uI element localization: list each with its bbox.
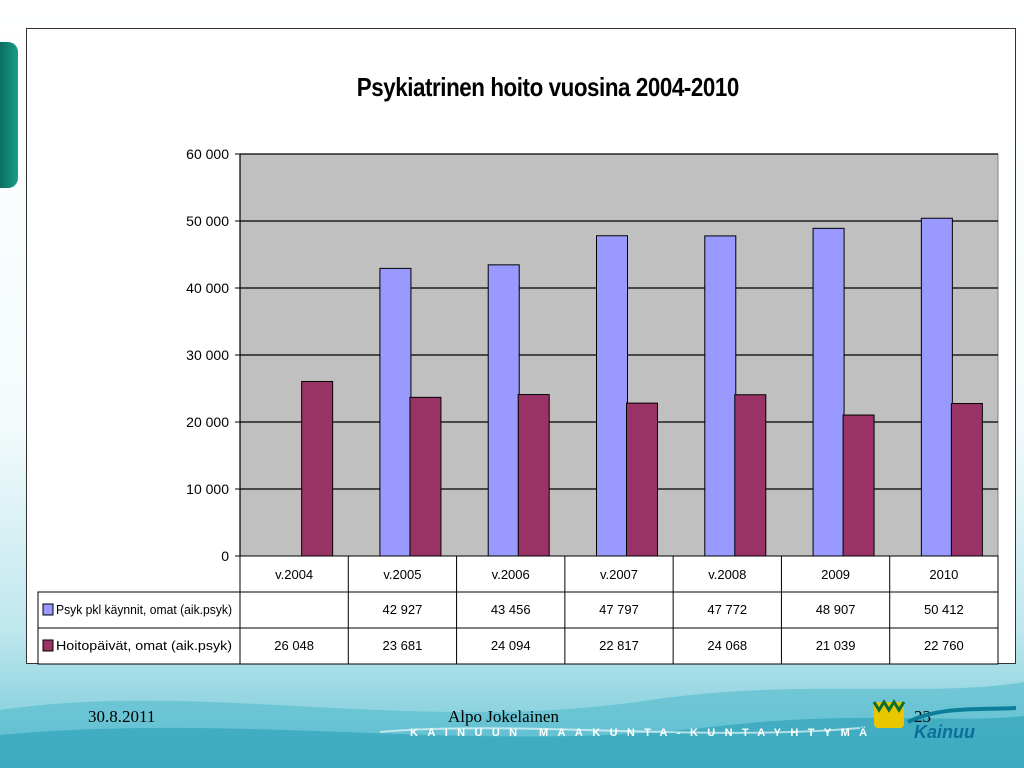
x-category-label: v.2006: [492, 567, 530, 582]
legend-label-series-2: Hoitopäivät, omat (aik.psyk): [56, 638, 232, 653]
data-table-value: 24 068: [707, 638, 747, 653]
kainuu-logo: Kainuu: [872, 699, 1017, 742]
bar-series-1: [920, 217, 953, 557]
bar-series-1: [379, 267, 412, 557]
bar-series-2: [734, 394, 767, 557]
logo-text: Kainuu: [914, 722, 975, 742]
bar-series-2: [842, 414, 875, 557]
footer-wave-decoration: [0, 682, 1024, 768]
brand-strip-text: KAINUUN MAAKUNTA-KUNTAYHTYMÄ: [410, 727, 877, 739]
y-tick-label: 50 000: [186, 213, 229, 229]
data-table-value: 47 797: [599, 602, 639, 617]
x-category-label: 2009: [821, 567, 850, 582]
x-category-label: v.2004: [275, 567, 313, 582]
bar-series-1: [704, 235, 737, 557]
data-table-value: 26 048: [274, 638, 314, 653]
data-table-value: 42 927: [383, 602, 423, 617]
data-table-value: 47 772: [707, 602, 747, 617]
x-category-label: v.2005: [383, 567, 421, 582]
bar-series-2: [517, 394, 550, 557]
data-table-value: 50 412: [924, 602, 964, 617]
y-tick-label: 60 000: [186, 146, 229, 162]
y-tick-label: 20 000: [186, 414, 229, 430]
y-tick-label: 40 000: [186, 280, 229, 296]
bar-series-2: [950, 403, 983, 557]
slide-date: 30.8.2011: [88, 707, 156, 726]
data-table-value: 48 907: [816, 602, 856, 617]
category-row: [239, 555, 999, 593]
bar-series-1: [596, 235, 628, 557]
data-table-value: 43 456: [491, 602, 531, 617]
x-category-label: v.2007: [600, 567, 638, 582]
slide-side-tab: [0, 42, 18, 188]
bar-series-1: [812, 227, 845, 557]
y-tick-label: 30 000: [186, 347, 229, 363]
x-category-label: 2010: [929, 567, 958, 582]
bar-series-2: [409, 396, 442, 557]
y-tick-label: 10 000: [186, 481, 229, 497]
data-table-value: 21 039: [816, 638, 856, 653]
x-category-label: v.2008: [708, 567, 746, 582]
legend-swatch-series-1: [42, 603, 54, 616]
bar-series-1: [487, 264, 520, 557]
bar-series-2: [301, 380, 334, 557]
legend-swatch-series-2: [42, 639, 54, 652]
legend-label-series-1: Psyk pkl käynnit, omat (aik.psyk): [56, 602, 232, 617]
bar-series-2: [626, 402, 658, 557]
data-table-value: 22 760: [924, 638, 964, 653]
slide-author: Alpo Jokelainen: [448, 707, 559, 726]
data-table-value: 23 681: [383, 638, 423, 653]
chart-title: Psykiatrinen hoito vuosina 2004-2010: [356, 72, 740, 102]
data-table-value: 24 094: [491, 638, 531, 653]
y-tick-label: 0: [221, 548, 229, 564]
data-table-value: 22 817: [599, 638, 639, 653]
